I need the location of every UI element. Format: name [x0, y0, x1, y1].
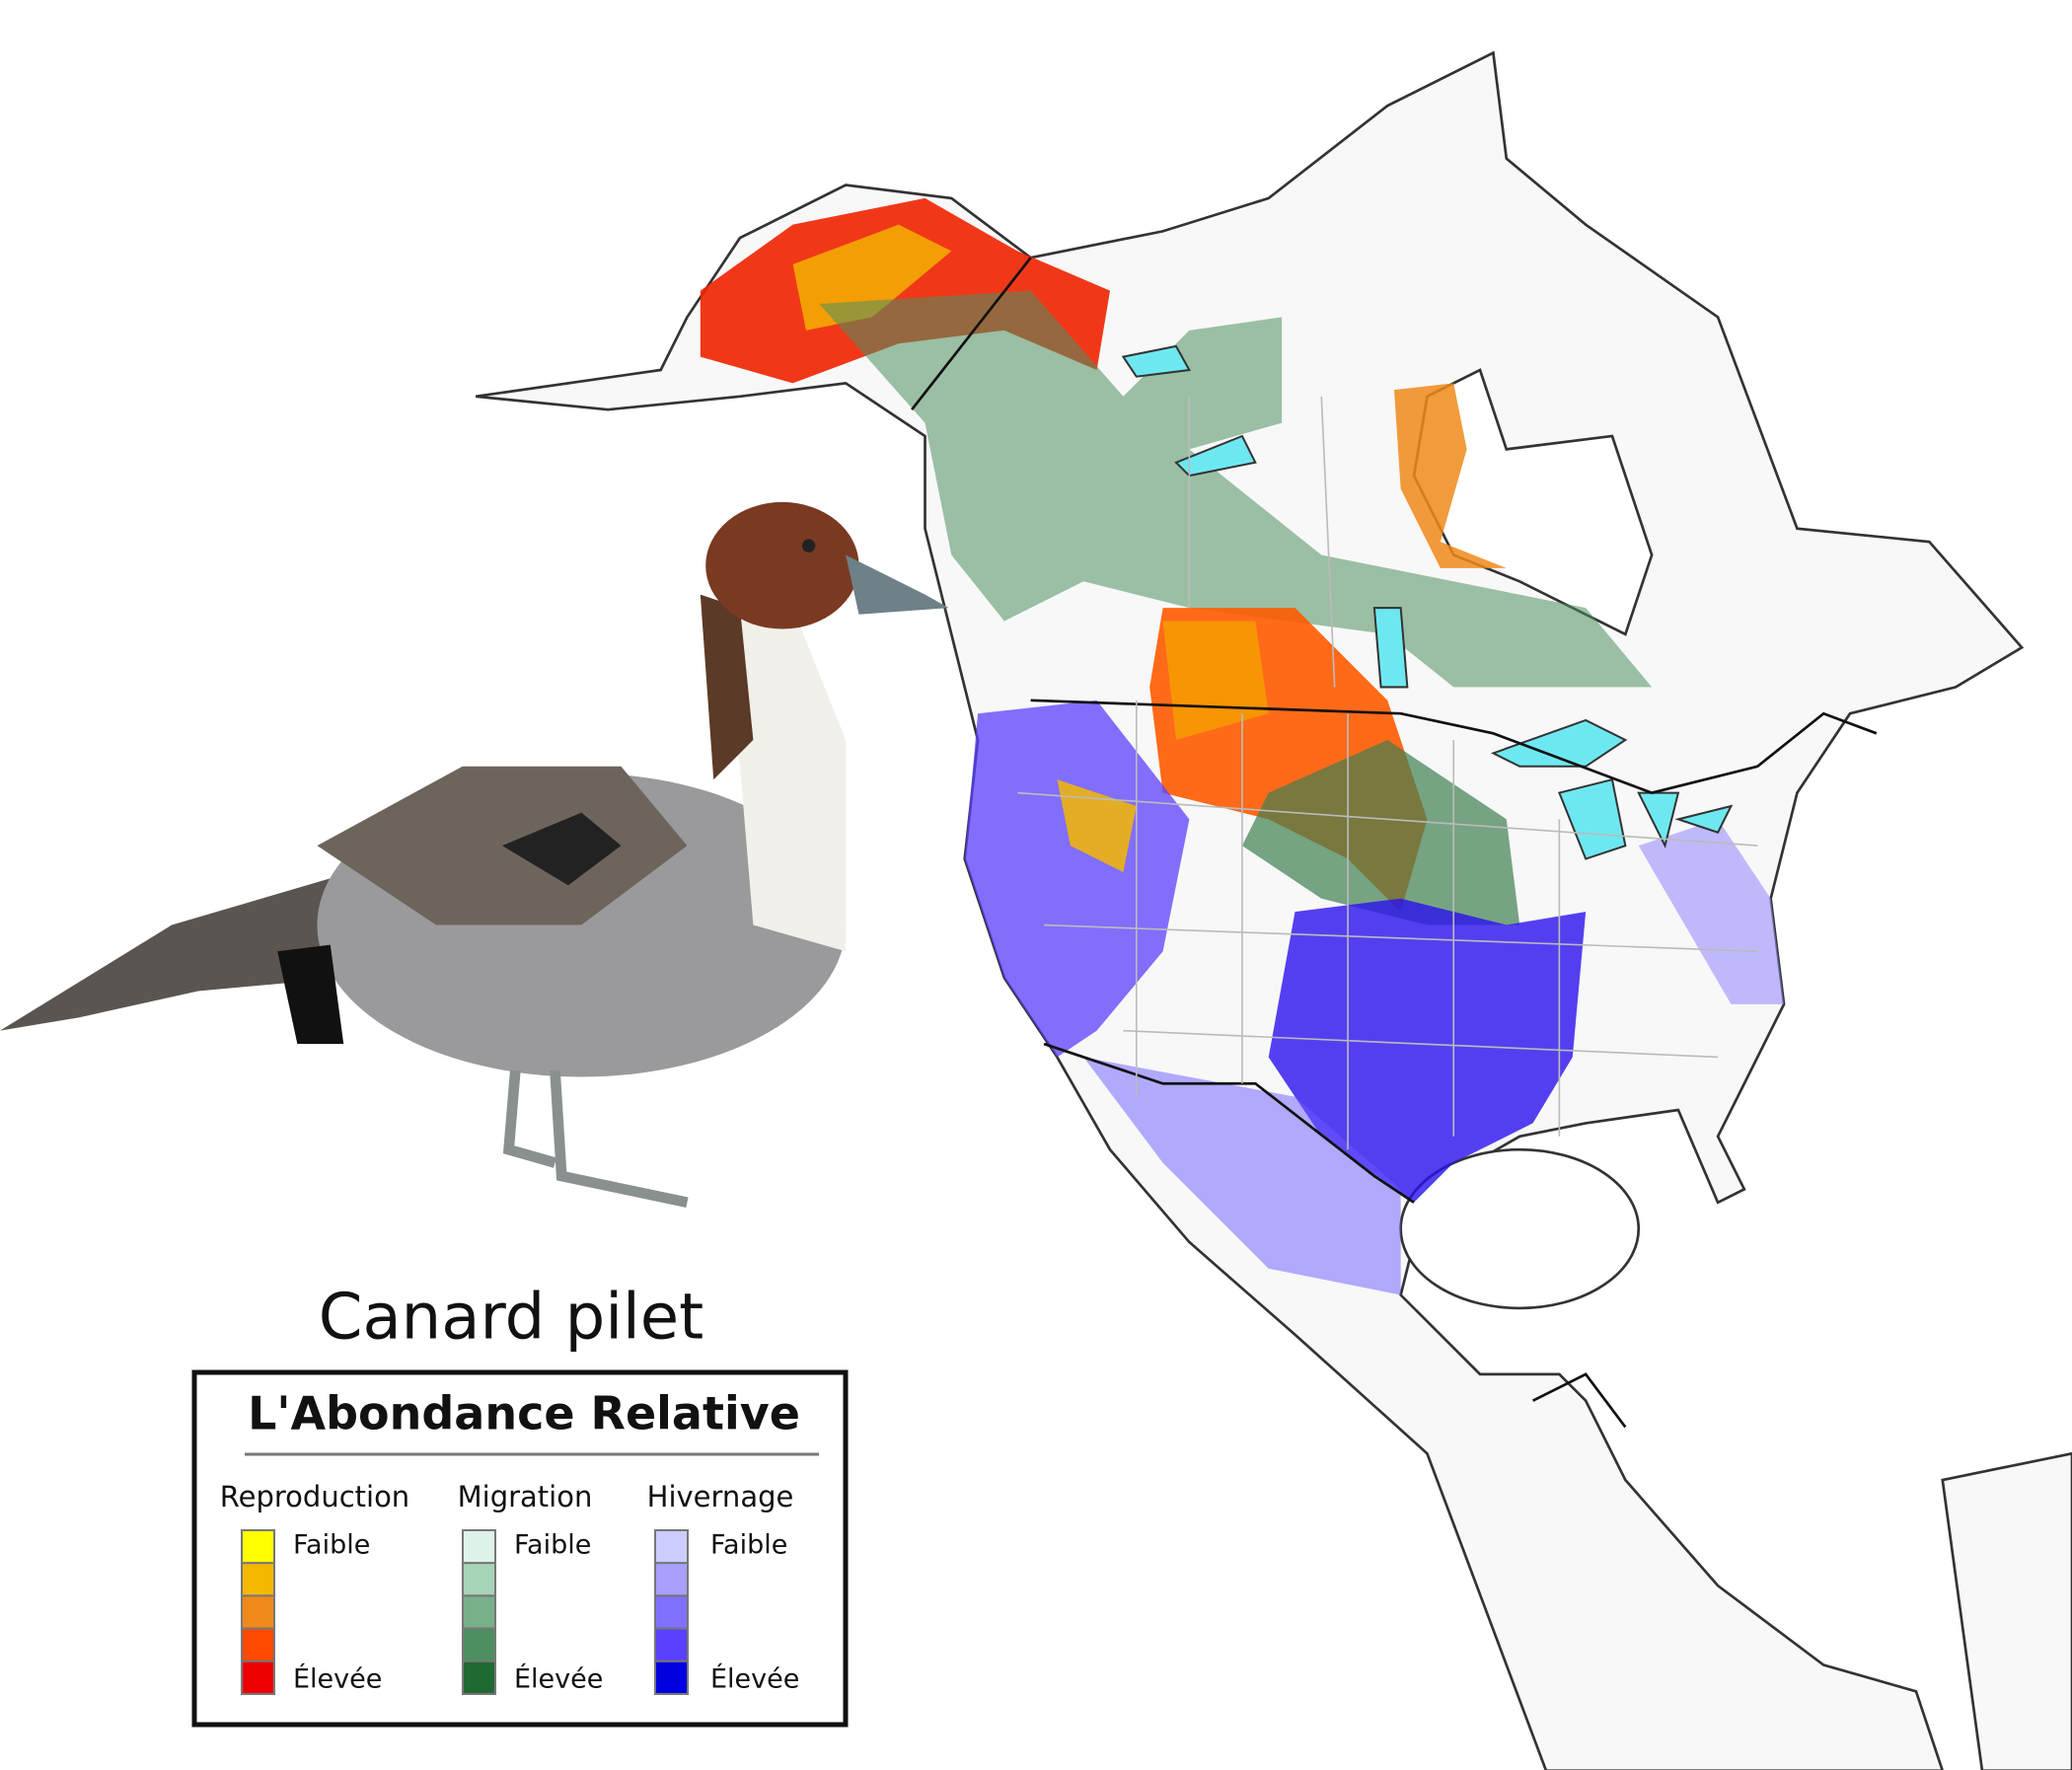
legend-group-name: Migration: [458, 1480, 593, 1513]
legend-swatch: [241, 1594, 275, 1630]
species-title: Canard pilet: [319, 1282, 704, 1355]
legend-swatch: [241, 1659, 275, 1696]
legend-swatch: [462, 1659, 496, 1696]
duck-illustration: [0, 501, 949, 1209]
legend-swatch: [462, 1562, 496, 1597]
hudson-breeding: [1393, 383, 1507, 568]
legend-high-label: Élevée: [514, 1663, 603, 1695]
legend-title: L'Abondance Relative: [248, 1387, 800, 1440]
duck-bill: [846, 554, 949, 615]
legend-low-label: Faible: [514, 1530, 591, 1561]
legend-high-label: Élevée: [293, 1663, 382, 1695]
legend-low-label: Faible: [710, 1530, 787, 1561]
central-migration: [1241, 740, 1520, 925]
state-lines: [1017, 396, 1758, 1150]
duck-eye: [801, 539, 816, 553]
duck-vent: [277, 944, 344, 1045]
legend-high-label: Élevée: [710, 1663, 799, 1695]
legend-swatch: [462, 1594, 496, 1630]
legend-swatch: [462, 1627, 496, 1662]
legend-swatch: [654, 1594, 689, 1630]
mexico-wintering: [1083, 1057, 1401, 1295]
duck-patch: [501, 812, 622, 886]
legend-group-name: Reproduction: [220, 1480, 409, 1513]
east-wintering: [1638, 819, 1785, 1004]
legend-low-label: Faible: [293, 1530, 370, 1561]
legend-swatch: [241, 1529, 275, 1565]
duck-tail: [0, 858, 397, 1031]
prairie-orange: [1162, 621, 1269, 741]
legend-swatch: [654, 1627, 689, 1662]
legend-box: [191, 1369, 849, 1728]
northern-lakes: [1121, 344, 1409, 689]
borders: [911, 257, 1878, 1429]
south-america: [1941, 1451, 2072, 1770]
alaska-breeding: [700, 197, 1111, 384]
duck-legs: [502, 1069, 689, 1209]
legend-swatch: [241, 1627, 275, 1662]
duck-neck-back: [700, 594, 754, 780]
legend-group-name: Hivernage: [647, 1480, 794, 1513]
duck-wing: [317, 766, 688, 925]
legend-swatch: [462, 1529, 496, 1565]
legend-swatch: [654, 1529, 689, 1565]
north-migration: [819, 290, 1653, 688]
duck-head: [705, 501, 859, 629]
map: [475, 50, 2072, 1770]
legend-swatch: [654, 1562, 689, 1597]
west-breeding: [1057, 779, 1137, 872]
legend-swatch: [654, 1659, 689, 1696]
west-wintering: [964, 700, 1190, 1058]
legend-swatch: [241, 1562, 275, 1597]
